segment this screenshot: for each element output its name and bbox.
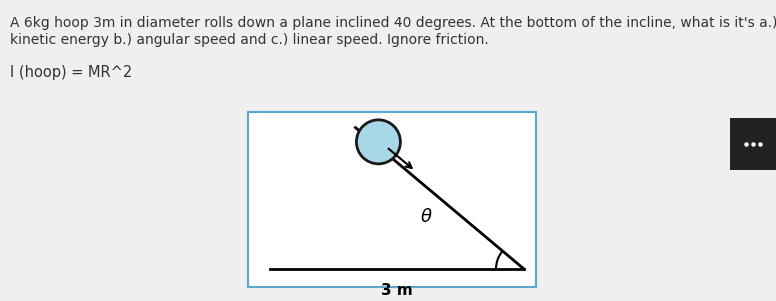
Text: θ: θ — [421, 208, 432, 226]
Text: kinetic energy b.) angular speed and c.) linear speed. Ignore friction.: kinetic energy b.) angular speed and c.)… — [10, 33, 489, 47]
Text: 3 m: 3 m — [381, 283, 413, 298]
Text: I (hoop) = MR^2: I (hoop) = MR^2 — [10, 65, 132, 80]
Bar — [248, 112, 536, 287]
Bar — [730, 118, 776, 170]
Text: A 6kg hoop 3m in diameter rolls down a plane inclined 40 degrees. At the bottom : A 6kg hoop 3m in diameter rolls down a p… — [10, 16, 776, 30]
Circle shape — [356, 120, 400, 164]
